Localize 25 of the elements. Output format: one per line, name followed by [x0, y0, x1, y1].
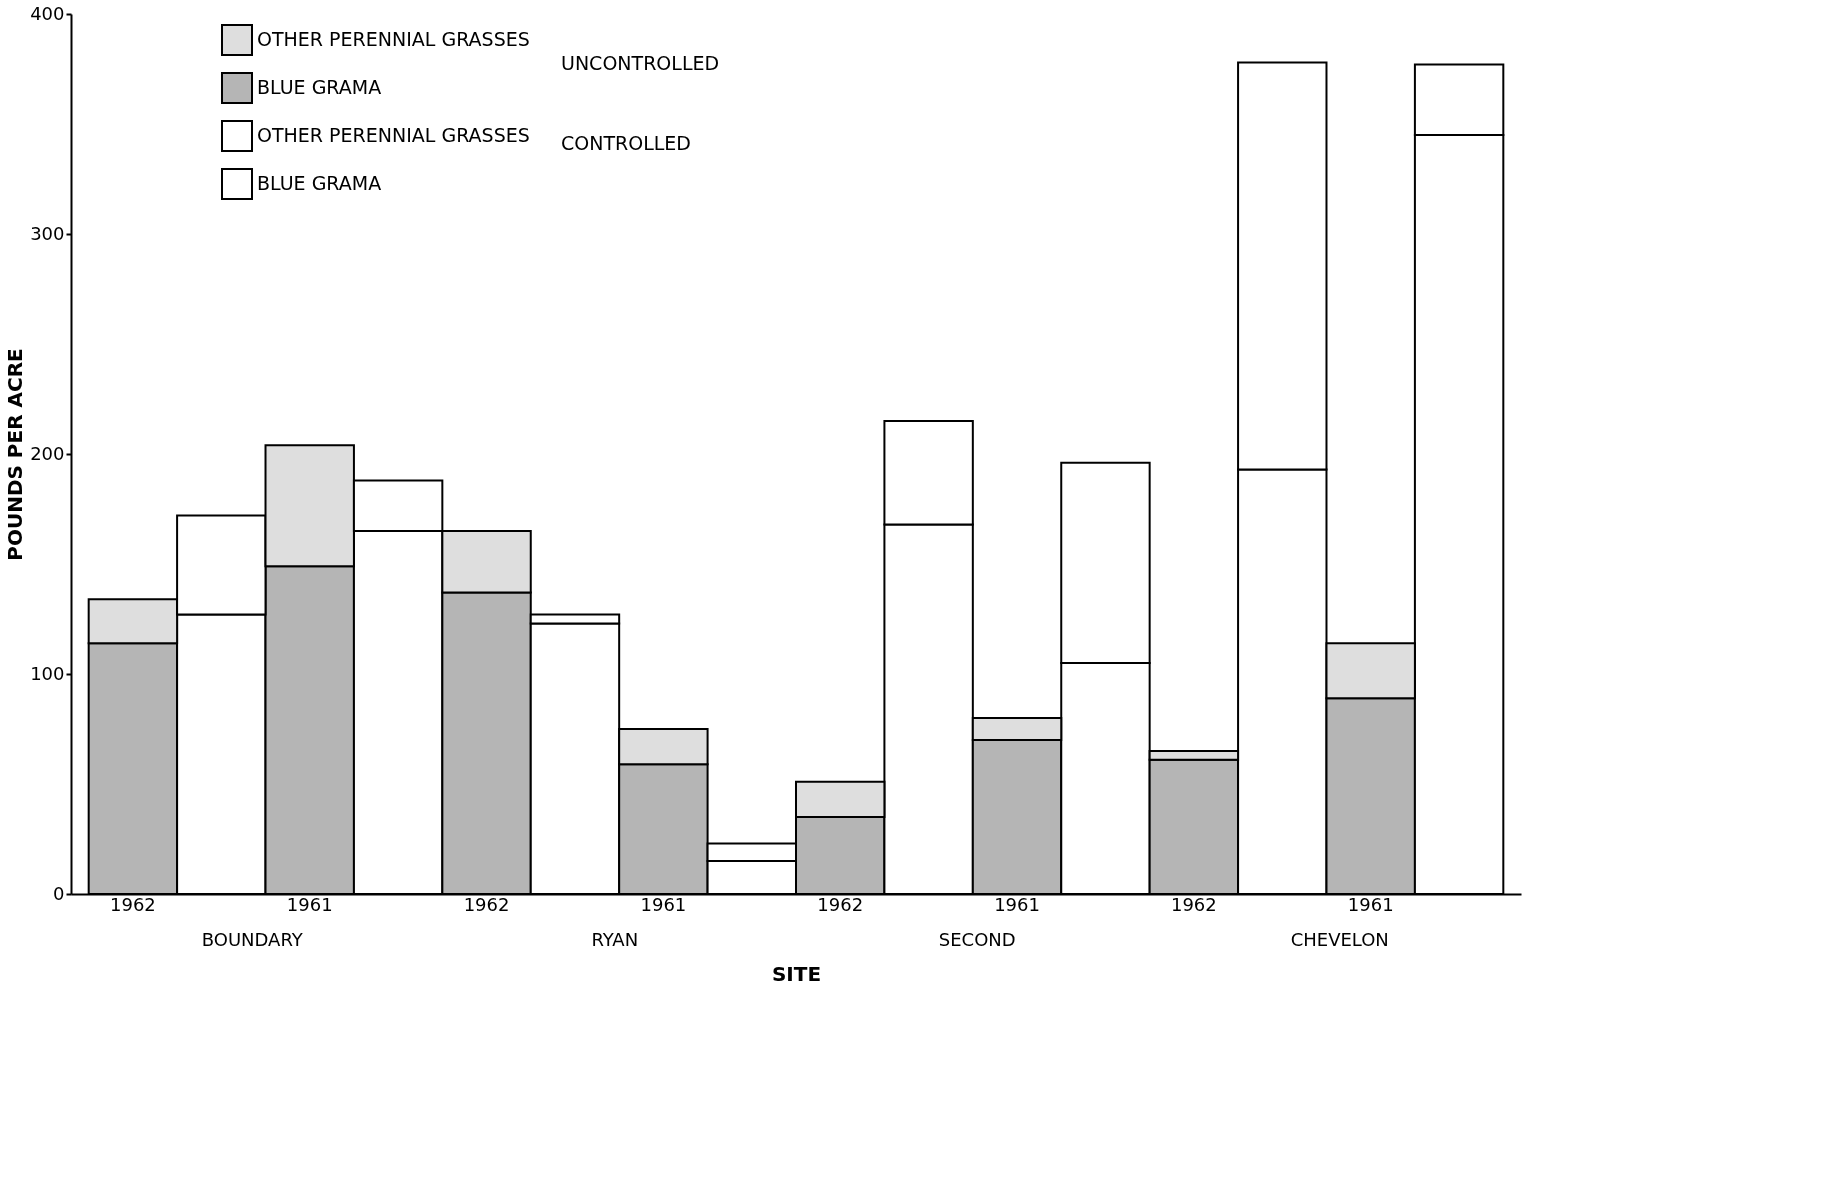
text: BLUE GRAMA [257, 76, 382, 98]
x-tick-label: 1962 [1170, 893, 1217, 915]
annotation: UNCONTROLLED [561, 52, 720, 74]
text: BOUNDARY [201, 929, 304, 950]
y-axis-title: POUNDS PER ACRE [3, 348, 28, 561]
y-tick-label: 400 [30, 2, 65, 24]
legend-label: BLUE GRAMA [257, 172, 382, 194]
text: RYAN [591, 929, 639, 950]
legend-label: OTHER PERENNIAL GRASSES [257, 124, 530, 146]
x-tick-label: 1961 [286, 893, 333, 915]
text: CHEVELON [1290, 929, 1389, 950]
x-tick-label: 1961 [994, 893, 1040, 915]
x-axis-title: SITE [771, 961, 822, 986]
text: OTHER PERENNIAL GRASSES [257, 28, 530, 50]
x-tick-label: 1961 [640, 893, 687, 915]
y-tick-label: 0 [53, 882, 65, 904]
y-tick-label: 200 [30, 442, 65, 464]
y-tick-label: 100 [30, 662, 65, 684]
annotation: CONTROLLED [561, 132, 692, 154]
x-tick-label: 1962 [817, 893, 864, 915]
x-tick-label: 1962 [463, 893, 510, 915]
y-tick-label: 300 [30, 222, 65, 244]
text: SECOND [938, 929, 1016, 950]
x-tick-label: 1961 [1347, 893, 1394, 915]
x-tick-label: 1962 [109, 893, 156, 915]
